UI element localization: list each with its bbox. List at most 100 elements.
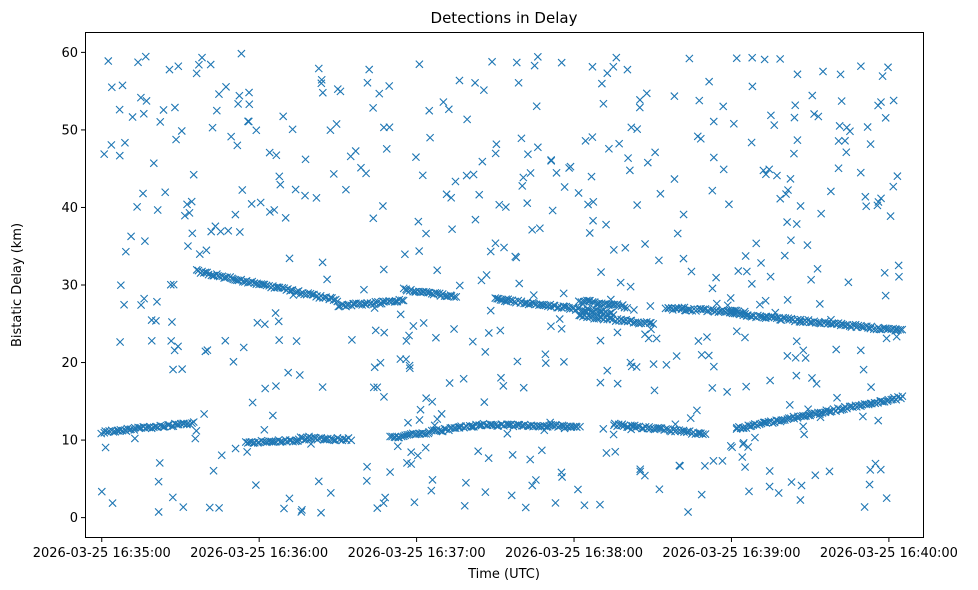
data-point [275,336,284,345]
data-point [718,456,727,465]
data-point [884,63,893,72]
data-point [308,290,317,299]
data-point [469,170,478,179]
data-point [292,337,301,346]
data-point [843,321,852,329]
data-point [612,53,621,62]
data-point [375,89,384,98]
data-point [840,405,849,414]
data-point [529,299,538,308]
data-point [477,276,486,285]
data-point [189,170,198,179]
data-point [723,387,732,396]
data-point [834,164,843,173]
data-point [314,434,323,443]
data-point [709,117,718,126]
data-point [140,294,149,303]
data-point [484,454,493,463]
data-point [610,300,619,309]
data-point [704,351,713,360]
data-point [776,54,785,63]
data-point [609,430,618,439]
data-point [815,410,824,419]
data-point [739,423,748,432]
data-point [400,250,409,259]
data-point [442,190,451,199]
data-point [508,450,517,459]
data-point [572,423,581,432]
data-point [170,103,179,112]
data-point [819,67,827,76]
data-point [381,493,390,502]
data-point [214,90,223,99]
data-point [573,485,582,494]
data-point [808,91,817,100]
data-point [172,135,181,144]
data-point [248,398,257,407]
data-point [739,438,748,447]
data-point [373,383,382,392]
data-point [380,328,389,337]
data-point [231,444,240,453]
data-point [807,373,816,382]
data-point [548,206,557,215]
data-point [871,459,880,468]
data-point [818,408,827,417]
data-point [694,428,703,437]
data-point [605,314,614,323]
data-point [271,382,280,391]
y-tick-label: 60 [61,46,78,61]
data-point [428,397,437,406]
data-point [559,289,568,298]
data-point [742,382,751,391]
data-point [859,365,868,374]
data-point [237,49,246,58]
data-point [762,418,771,427]
data-point [748,82,757,91]
data-point [500,243,509,252]
data-point [127,232,136,241]
data-point [878,72,887,81]
data-point [512,58,521,67]
data-point [359,285,368,294]
data-point [783,218,792,227]
data-point [792,371,801,380]
data-point [588,312,597,321]
data-point [626,282,635,291]
data-point [645,422,654,431]
data-point [250,279,259,288]
data-point [723,301,732,310]
data-point [239,343,248,352]
data-point [318,258,327,267]
data-point [747,279,756,288]
data-point [626,358,635,367]
data-point [557,58,566,67]
data-point [860,502,869,511]
data-point [816,413,825,422]
data-point [700,461,709,470]
data-point [486,306,495,315]
data-point [518,421,527,430]
data-point [410,498,419,507]
data-point [431,333,440,342]
data-point [693,305,702,314]
data-point [712,273,721,282]
data-point [774,489,783,497]
data-point [159,105,168,114]
data-point [528,225,537,234]
data-point [602,449,611,458]
data-point [528,481,537,490]
data-point [167,318,176,327]
data-point [826,315,835,324]
data-point [468,422,477,431]
data-point [203,346,212,355]
data-point [217,451,226,460]
data-point [415,416,424,425]
data-point [521,503,530,512]
data-point [222,82,230,91]
data-point [430,421,439,430]
data-point [209,466,218,475]
data-point [265,207,274,216]
data-point [396,355,405,364]
data-point [260,320,269,329]
